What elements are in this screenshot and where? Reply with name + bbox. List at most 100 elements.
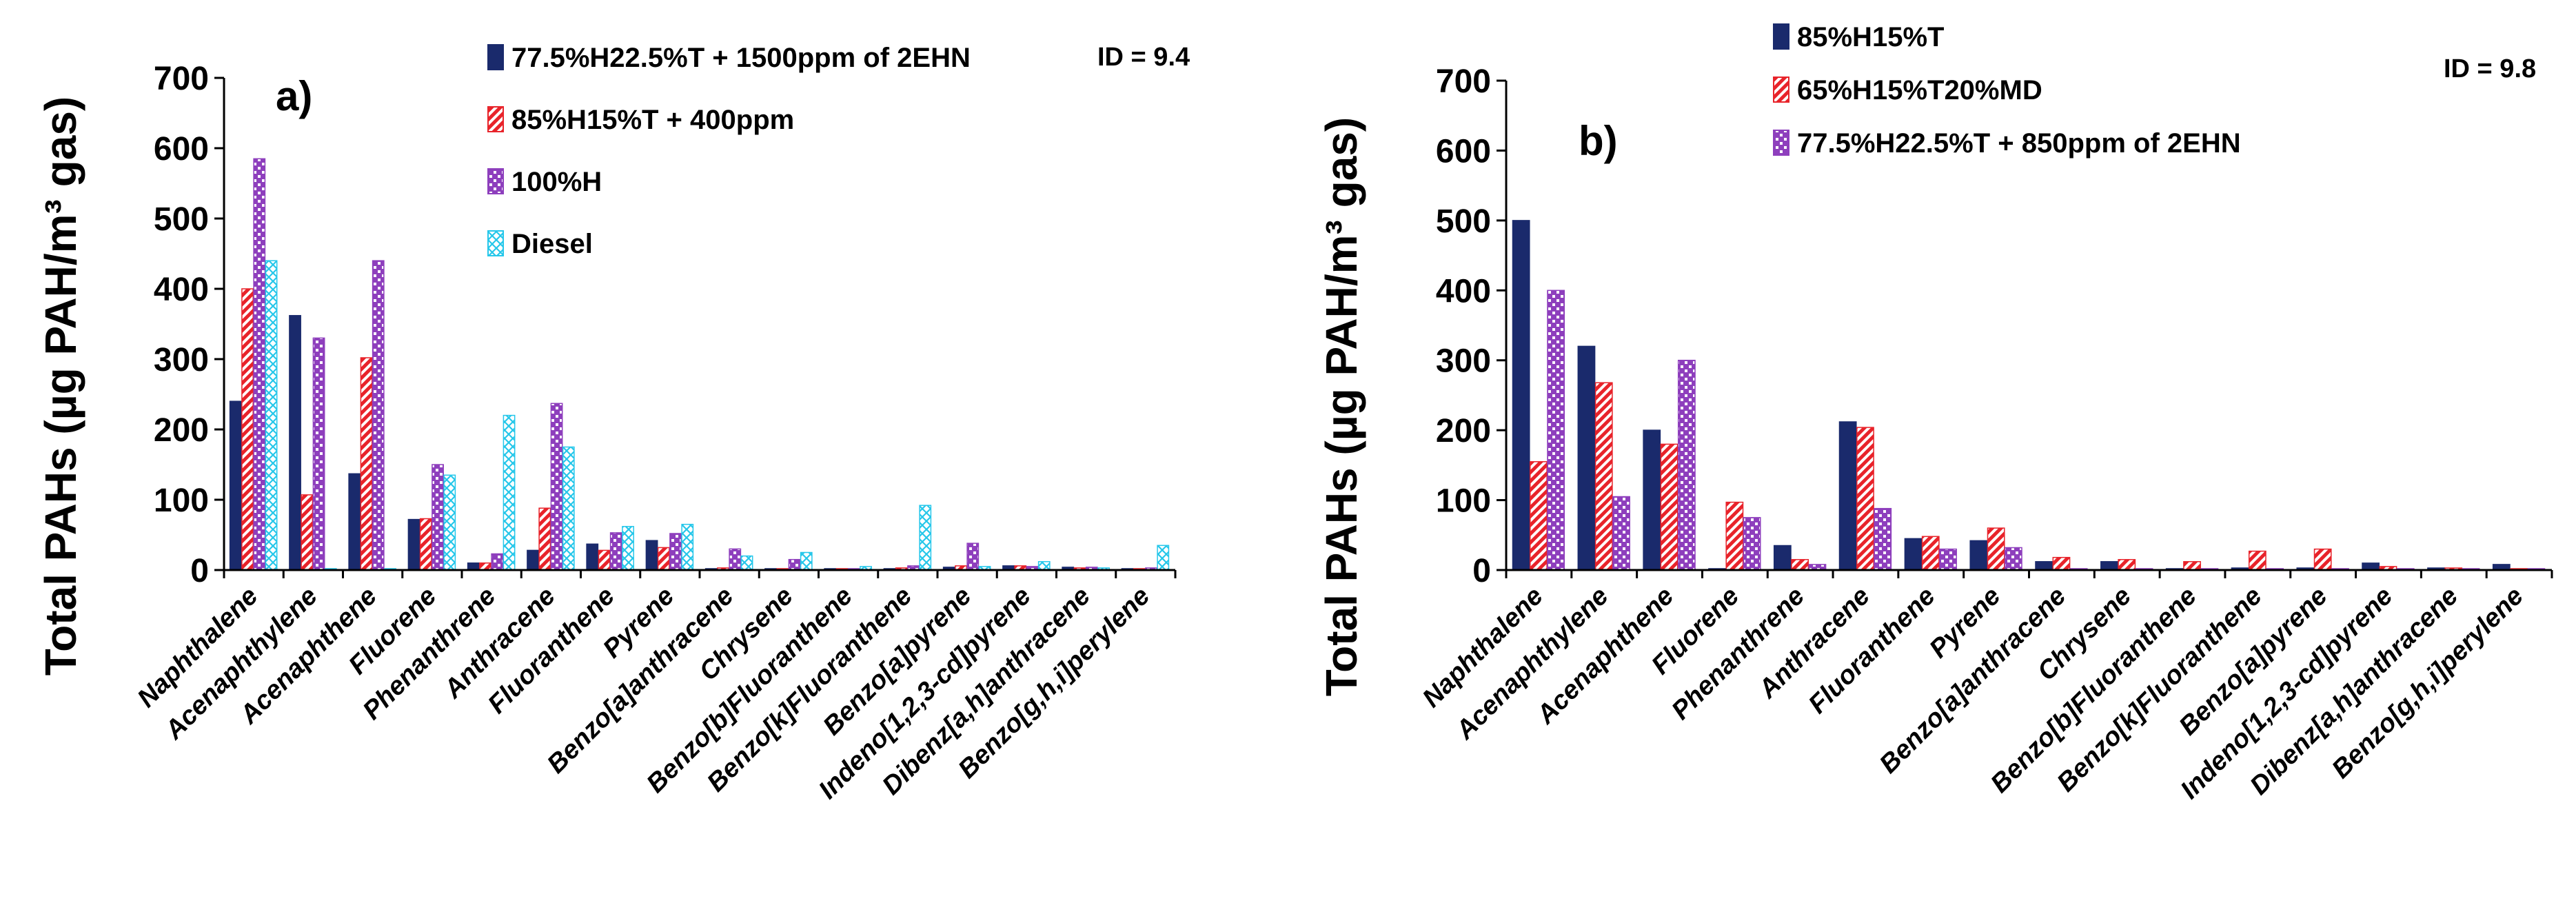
panel-a: Total PAHs (µg PAH/m³ gas) a) ID = 9.4 7… — [36, 43, 1190, 805]
bar — [265, 260, 278, 571]
bar — [669, 533, 682, 571]
bar — [645, 540, 658, 571]
bar — [2362, 562, 2380, 571]
bar — [372, 260, 385, 571]
y-tick-label: 500 — [154, 201, 209, 238]
bar — [432, 464, 444, 571]
bar — [800, 551, 813, 571]
bar — [407, 518, 420, 571]
legend-swatch — [487, 106, 504, 132]
bar — [1530, 461, 1548, 571]
bar — [1577, 345, 1596, 571]
x-axis-categories: Naphthalene Acenaphthylene Acenaphthene … — [132, 582, 1156, 805]
bar — [419, 518, 432, 571]
bar — [538, 507, 551, 571]
y-axis-ticks: 0 100 200 300 400 500 600 700 — [1436, 63, 1491, 589]
legend-swatch — [487, 44, 504, 70]
bar — [2183, 561, 2201, 571]
bar — [1856, 427, 1874, 571]
bar — [503, 414, 516, 571]
axes — [214, 77, 1177, 578]
bar — [289, 315, 301, 571]
bar — [2248, 550, 2266, 571]
bar — [1612, 496, 1630, 571]
bar — [253, 158, 266, 571]
x-axis-categories: Naphthalene Acenaphthylene Acenaphthene … — [1417, 582, 2529, 805]
y-tick-label: 400 — [1436, 273, 1491, 309]
bar — [2004, 547, 2022, 571]
bar — [1791, 559, 1809, 571]
bar — [562, 446, 575, 571]
legend-swatch — [487, 230, 504, 256]
bar — [1939, 548, 1957, 571]
bar — [586, 543, 599, 571]
legend-label: 100%H — [511, 167, 602, 197]
bar — [1725, 501, 1744, 571]
y-tick-label: 200 — [1436, 413, 1491, 449]
bar — [241, 288, 254, 571]
bar — [729, 548, 742, 571]
bar — [1037, 561, 1051, 571]
panel-label: a) — [276, 73, 312, 119]
y-tick-label: 600 — [1436, 133, 1491, 170]
legend: 77.5%H22.5%T + 1500ppm of 2EHN 85%H15%T +… — [487, 43, 971, 259]
bar — [1904, 538, 1923, 571]
bar — [1677, 359, 1696, 571]
y-axis-ticks: 0 100 200 300 400 500 600 700 — [154, 61, 209, 589]
bar — [348, 473, 361, 571]
legend-label: 85%H15%T + 400ppm — [511, 105, 794, 135]
y-tick-label: 700 — [154, 61, 209, 97]
bar — [1743, 517, 1761, 571]
bar — [527, 549, 539, 571]
bar — [788, 558, 801, 571]
legend-label: Diesel — [511, 229, 593, 259]
bar — [1547, 290, 1565, 571]
legend-swatch — [487, 168, 504, 194]
bar — [919, 505, 932, 571]
bar — [2100, 561, 2118, 571]
y-tick-label: 100 — [1436, 483, 1491, 520]
bars — [229, 158, 1170, 571]
bar — [467, 562, 480, 571]
bar — [2118, 559, 2136, 571]
panel-label: b) — [1579, 118, 1618, 164]
bar — [1660, 443, 1679, 571]
legend-label: 77.5%H22.5%T + 850ppm of 2EHN — [1797, 128, 2241, 159]
y-tick-label: 0 — [190, 553, 209, 589]
legend-swatch — [1773, 77, 1789, 103]
bar — [1594, 382, 1613, 571]
legend-label: 65%H15%T20%MD — [1797, 75, 2042, 105]
y-tick-label: 0 — [1472, 553, 1491, 589]
legend-label: 77.5%H22.5%T + 1500ppm of 2EHN — [511, 43, 971, 73]
bar — [1643, 429, 1661, 571]
bar — [1157, 545, 1170, 571]
bar — [443, 474, 456, 571]
legend-swatch — [1773, 130, 1789, 156]
bar — [229, 400, 242, 571]
bar — [966, 542, 980, 571]
legend-label: 85%H15%T — [1797, 22, 1944, 52]
bar — [312, 337, 325, 571]
bar — [1512, 220, 1530, 571]
bar — [622, 526, 634, 571]
bar — [2313, 548, 2332, 571]
bar — [479, 562, 491, 571]
bar — [301, 494, 314, 571]
bar — [491, 553, 504, 571]
bar — [740, 555, 753, 571]
legend: 85%H15%T 65%H15%T20%MD 77.5%H22.5%T + 850p… — [1773, 22, 2241, 159]
y-tick-label: 700 — [1436, 63, 1491, 100]
bar — [1987, 527, 2005, 571]
bars — [1512, 220, 2546, 571]
y-tick-label: 300 — [1436, 343, 1491, 380]
y-tick-label: 600 — [154, 131, 209, 167]
bar — [1874, 507, 1892, 571]
y-axis-title: Total PAHs (µg PAH/m³ gas) — [36, 97, 85, 676]
y-tick-label: 200 — [154, 412, 209, 449]
bar — [681, 523, 694, 571]
legend-swatch — [1773, 23, 1789, 50]
bar — [609, 532, 622, 571]
bar — [657, 547, 670, 571]
